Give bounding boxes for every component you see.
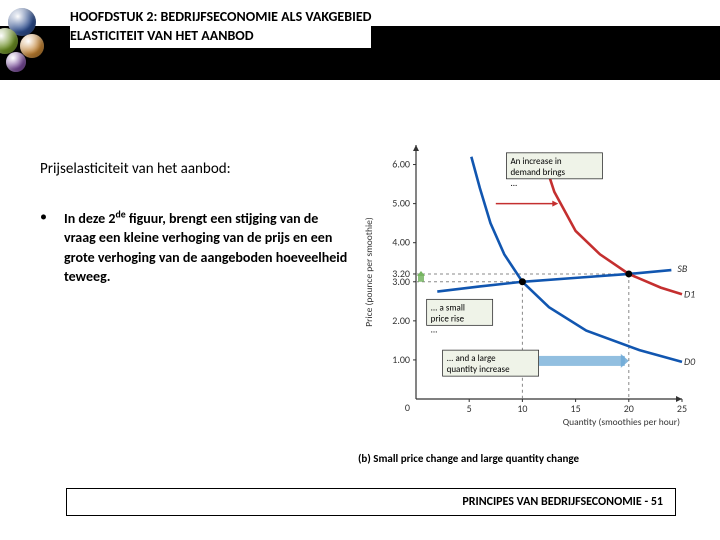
svg-text:An increase in: An increase in [510,156,561,167]
bullet: • In deze 2de figuur, brengt een stijgin… [40,208,350,287]
supply-demand-chart: 1.002.003.003.204.005.006.000510152025Qu… [358,135,706,465]
svg-text:5.00: 5.00 [392,197,410,210]
chart-caption: (b) Small price change and large quantit… [358,452,579,465]
svg-text:25: 25 [677,402,687,415]
svg-text:... a small: ... a small [431,302,465,313]
svg-text:4.00: 4.00 [392,236,410,249]
bullet-marker: • [40,208,64,287]
svg-text:0: 0 [405,401,410,414]
svg-text:...: ... [431,324,438,335]
svg-text:3.20: 3.20 [392,267,410,280]
svg-text:20: 20 [624,402,634,415]
svg-text:demand brings: demand brings [510,167,565,178]
svg-text:10: 10 [517,402,527,415]
svg-text:6.00: 6.00 [392,158,410,171]
svg-text:1.00: 1.00 [392,353,410,366]
subtitle: Prijselasticiteit van het aanbod: [40,160,350,178]
svg-text:Price (pounce per smoothie): Price (pounce per smoothie) [363,217,375,327]
svg-text:SB: SB [677,262,688,275]
svg-text:2.00: 2.00 [392,314,410,327]
svg-text:...: ... [510,178,517,189]
body-text: Prijselasticiteit van het aanbod: • In d… [40,160,350,287]
svg-text:... and a large: ... and a large [447,353,497,364]
svg-text:5: 5 [467,402,472,415]
svg-text:15: 15 [571,402,581,415]
footer-text: PRINCIPES VAN BEDRIJFSECONOMIE - 51 [462,495,663,509]
svg-text:quantity increase: quantity increase [447,364,510,375]
footer: PRINCIPES VAN BEDRIJFSECONOMIE - 51 [66,488,676,516]
header-title: HOOFDSTUK 2: BEDRIJFSECONOMIE ALS VAKGEB… [70,6,371,48]
svg-text:price rise: price rise [431,313,465,324]
header-line1: HOOFDSTUK 2: BEDRIJFSECONOMIE ALS VAKGEB… [70,8,371,27]
header-line2: ELASTICITEIT VAN HET AANBOD [70,27,371,46]
svg-text:Quantity (smoothies per hour): Quantity (smoothies per hour) [563,416,680,428]
svg-text:D0: D0 [684,355,696,368]
bullet-text: In deze 2de figuur, brengt een stijging … [64,208,350,287]
decorative-marbles [0,0,70,80]
svg-text:D1: D1 [684,287,695,300]
